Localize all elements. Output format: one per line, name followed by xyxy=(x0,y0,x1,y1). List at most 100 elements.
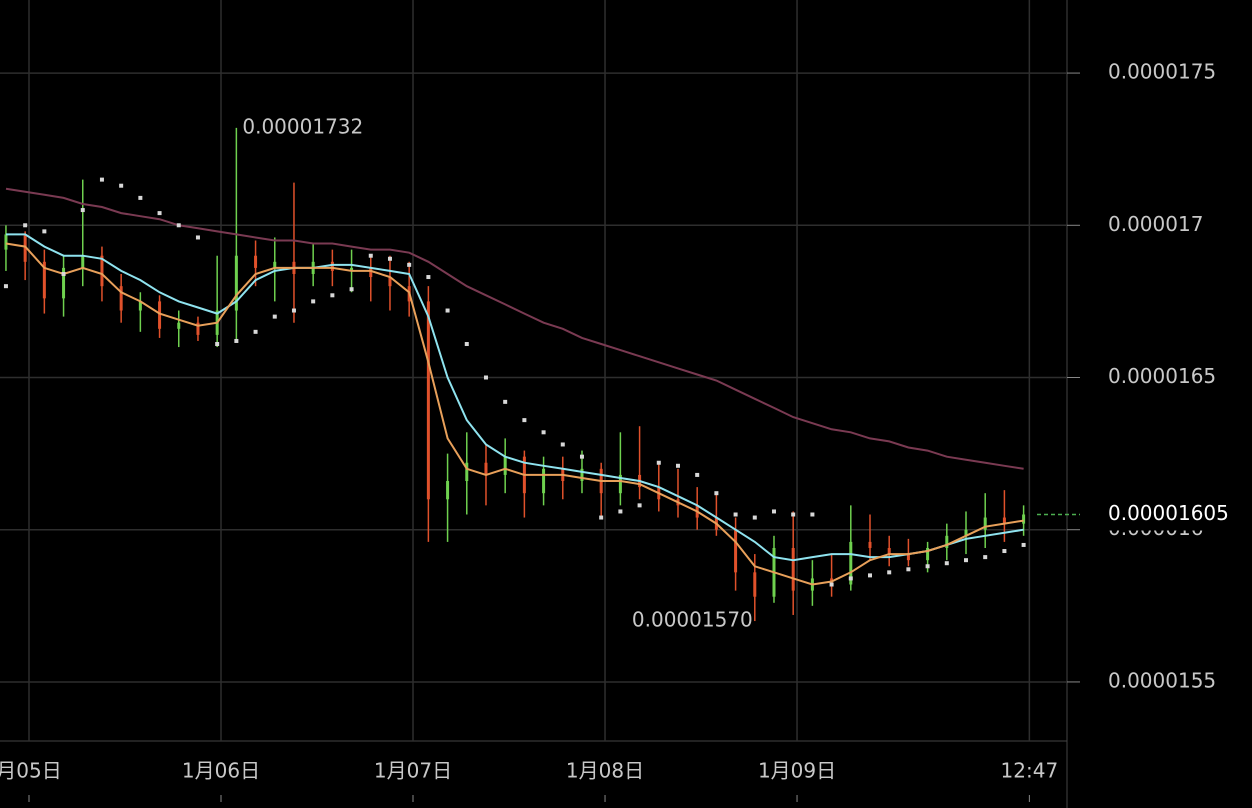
bar-body xyxy=(426,301,430,500)
bar-body xyxy=(849,541,853,585)
ma-line xyxy=(5,242,1024,586)
sar-dot xyxy=(675,463,680,468)
bar-body xyxy=(330,261,334,271)
sar-dot xyxy=(349,287,354,292)
bar-body xyxy=(42,261,46,299)
y-tick-label: 0.000017 xyxy=(1108,212,1203,236)
sar-dot xyxy=(99,177,104,182)
sar-dot xyxy=(1021,542,1026,547)
x-tick-label: 1月07日 xyxy=(374,759,452,783)
sar-dot xyxy=(23,223,28,228)
sar-dot xyxy=(887,570,892,575)
sar-dot xyxy=(119,183,124,188)
bar-body xyxy=(465,462,469,482)
bar-body xyxy=(196,322,200,335)
sar-dot xyxy=(560,442,565,447)
sar-dot xyxy=(311,299,316,304)
sar-dot xyxy=(368,253,373,258)
last-price-label: 0.00001605 xyxy=(1108,501,1229,525)
extreme-label: 0.00001570 xyxy=(632,608,753,632)
sar-dot xyxy=(733,512,738,517)
bar-body xyxy=(580,468,584,482)
sar-dot xyxy=(848,576,853,581)
bar-body xyxy=(81,255,85,268)
bar-body xyxy=(234,255,238,311)
bar-body xyxy=(138,301,142,311)
bar-body xyxy=(791,547,795,591)
bar-body xyxy=(753,572,757,597)
sar-dot xyxy=(464,342,469,347)
last-price-box xyxy=(1090,498,1250,531)
x-tick-label: 1月08日 xyxy=(566,759,644,783)
sar-dot xyxy=(906,567,911,572)
y-tick-label: 0.0000165 xyxy=(1108,364,1216,388)
bar-body xyxy=(62,267,66,299)
bar-body xyxy=(618,474,622,494)
sar-dot xyxy=(272,314,277,319)
sar-dot xyxy=(215,342,220,347)
sar-dot xyxy=(618,509,623,514)
bar-body xyxy=(350,267,354,271)
sar-dot xyxy=(925,564,930,569)
sar-dot xyxy=(157,211,162,216)
bar-body xyxy=(964,529,968,536)
sar-dot xyxy=(771,509,776,514)
sar-dot xyxy=(522,418,527,423)
bar-body xyxy=(119,286,123,311)
bar-body xyxy=(254,255,258,268)
sar-dot xyxy=(291,308,296,313)
ma-line xyxy=(5,187,1024,470)
sar-dot xyxy=(791,512,796,517)
sar-dot xyxy=(387,256,392,261)
sar-dot xyxy=(234,338,239,343)
bar-body xyxy=(926,547,930,561)
x-tick-label: 1月09日 xyxy=(758,759,836,783)
bar-body xyxy=(177,322,181,329)
sar-dot xyxy=(656,460,661,465)
extreme-label: 0.00001732 xyxy=(242,114,363,138)
sar-dot xyxy=(61,271,66,276)
sar-dot xyxy=(983,555,988,560)
x-tick-label: 1月06日 xyxy=(182,759,260,783)
sar-dot xyxy=(426,275,431,280)
sar-dot xyxy=(503,399,508,404)
sar-dot xyxy=(714,491,719,496)
bar-body xyxy=(945,535,949,548)
sar-dot xyxy=(1002,549,1007,554)
bar-body xyxy=(1022,514,1026,524)
x-tick-label: 月05日 xyxy=(0,759,62,783)
bar-body xyxy=(369,267,373,278)
bar-body xyxy=(503,456,507,475)
bar-body xyxy=(542,468,546,494)
sar-dot xyxy=(829,582,834,587)
bar-body xyxy=(1002,517,1006,524)
bar-body xyxy=(983,517,987,530)
sar-dot xyxy=(195,235,200,240)
ma-line xyxy=(6,233,1024,562)
x-tick-label: 12:47 xyxy=(1001,759,1059,783)
bar-body xyxy=(273,261,277,268)
bar-body xyxy=(158,301,162,329)
y-tick-label: 0.0000155 xyxy=(1108,668,1216,692)
sar-dot xyxy=(810,512,815,517)
sar-dot xyxy=(138,195,143,200)
bar-body xyxy=(906,554,910,561)
sar-dot xyxy=(407,262,412,267)
sar-dot xyxy=(964,558,969,563)
y-tick-label: 0.0000175 xyxy=(1108,60,1216,84)
bar-body xyxy=(388,277,392,287)
sar-dot xyxy=(253,329,258,334)
sar-dot xyxy=(541,430,546,435)
bar-body xyxy=(446,481,450,500)
sar-dot xyxy=(579,454,584,459)
sar-dot xyxy=(867,573,872,578)
bar-body xyxy=(23,234,27,262)
bar-body xyxy=(887,547,891,555)
bar-body xyxy=(868,541,872,548)
sar-dot xyxy=(176,223,181,228)
bar-body xyxy=(4,234,8,250)
sar-dot xyxy=(752,515,757,520)
bar-body xyxy=(734,529,738,573)
